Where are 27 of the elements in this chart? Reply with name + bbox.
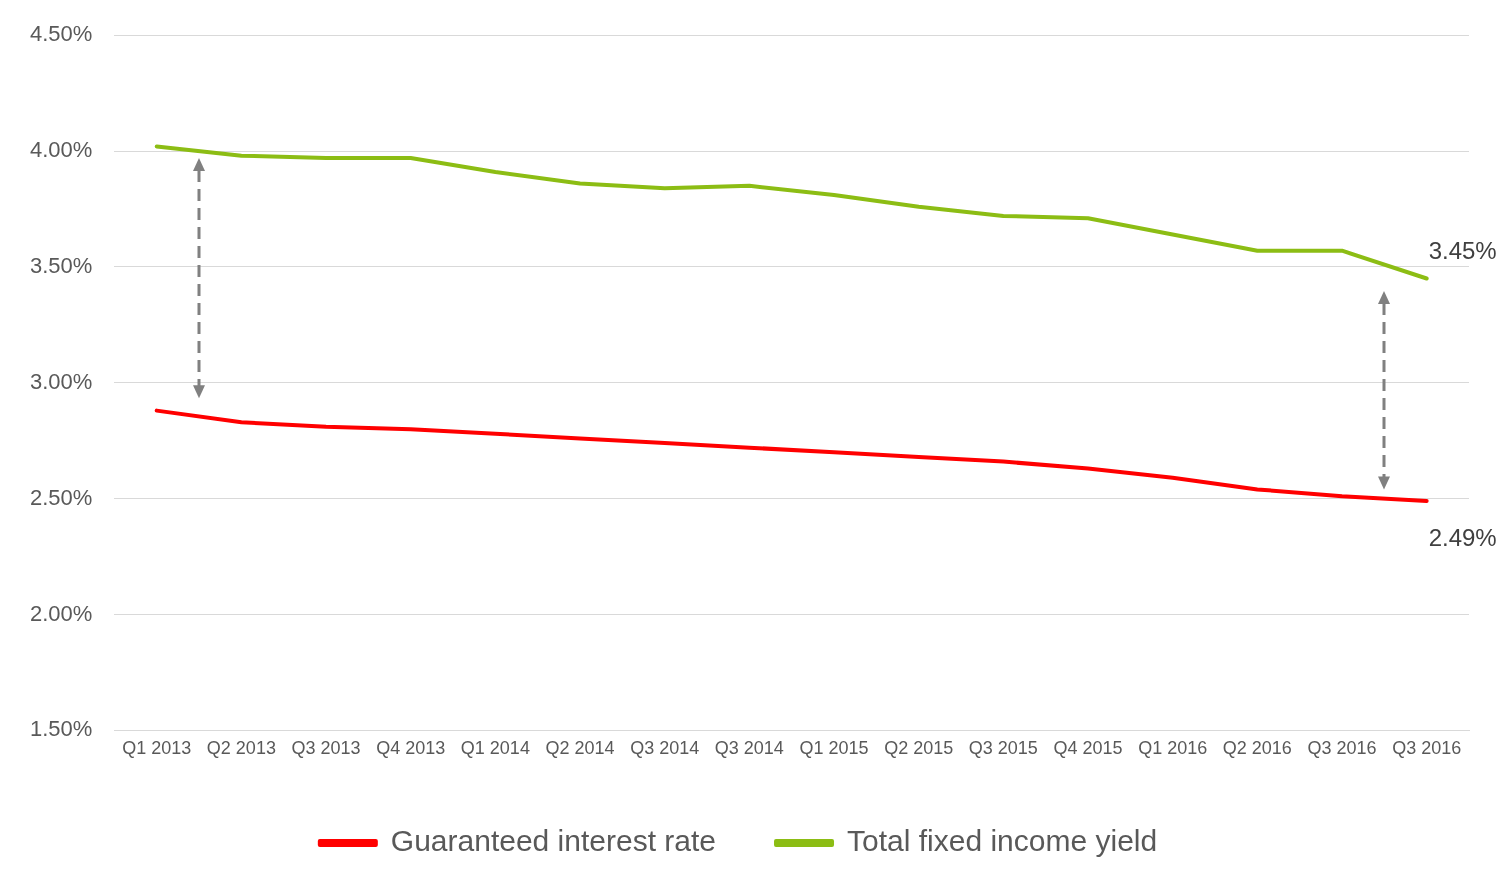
y-tick-label: 3.00%	[29, 368, 93, 394]
y-tick-label: 1.50%	[29, 716, 93, 742]
y-tick-label: 2.50%	[29, 484, 93, 510]
x-tick-label: Q2 2013	[206, 738, 276, 759]
x-tick-label: Q2 2016	[1222, 738, 1292, 759]
x-tick-label: Q4 2015	[1053, 738, 1123, 759]
legend-label: Total fixed income yield	[847, 824, 1158, 858]
x-tick-label: Q1 2016	[1138, 738, 1208, 759]
x-tick-label: Q3 2016	[1392, 738, 1462, 759]
x-tick-label: Q2 2015	[884, 738, 954, 759]
x-tick-label: Q1 2013	[122, 738, 192, 759]
x-tick-label: Q4 2013	[376, 738, 446, 759]
x-tick-label: Q1 2015	[799, 738, 869, 759]
y-tick-label: 3.50%	[29, 253, 93, 278]
x-tick-label: Q3 2016	[1307, 738, 1377, 759]
y-tick-label: 4.50%	[29, 21, 93, 47]
data-label: 2.49%	[1428, 523, 1497, 551]
data-label: 3.45%	[1428, 237, 1497, 265]
x-tick-label: Q3 2013	[291, 738, 361, 759]
x-tick-label: Q3 2014	[630, 738, 700, 759]
y-tick-label: 4.00%	[29, 137, 93, 163]
x-tick-label: Q3 2014	[714, 738, 784, 759]
x-tick-label: Q2 2014	[545, 738, 615, 759]
legend-label: Guaranteed interest rate	[390, 824, 717, 858]
x-tick-label: Q3 2015	[968, 738, 1038, 759]
x-tick-label: Q1 2014	[460, 738, 530, 759]
y-tick-label: 2.00%	[29, 600, 93, 626]
